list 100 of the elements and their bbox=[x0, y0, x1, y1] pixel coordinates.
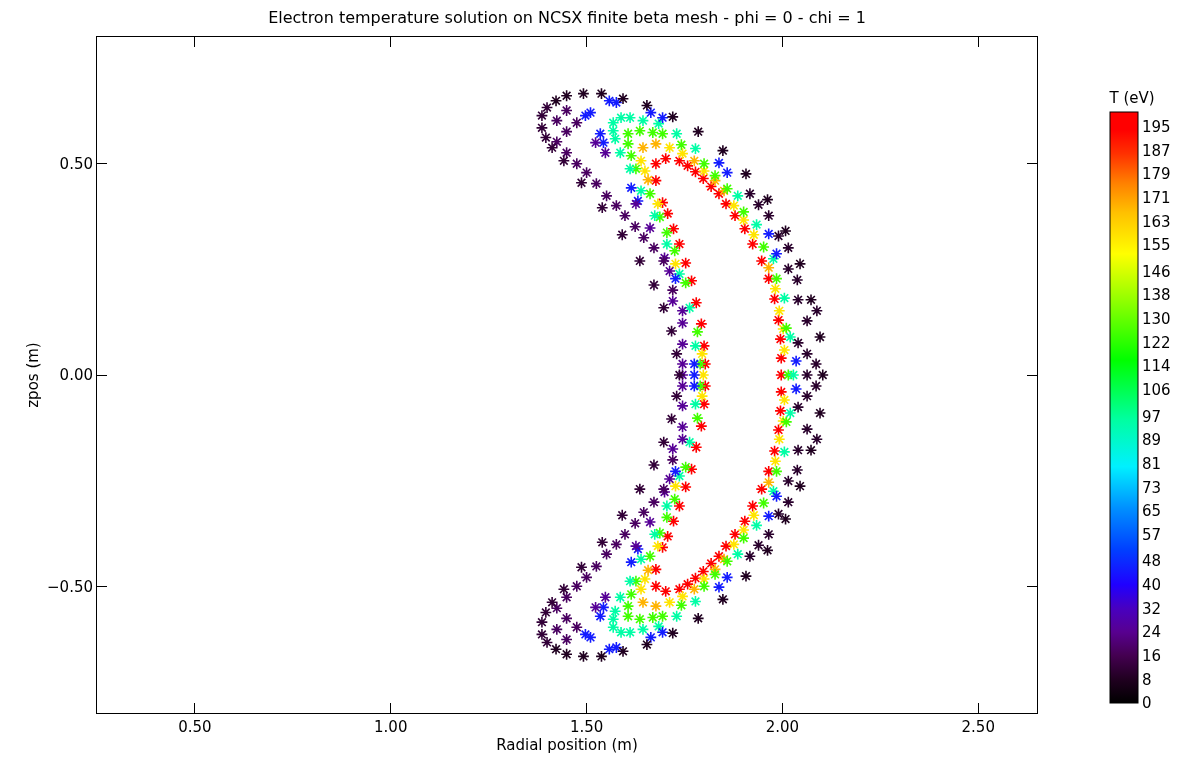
point bbox=[755, 254, 768, 268]
point bbox=[690, 296, 703, 309]
point bbox=[633, 124, 647, 137]
point bbox=[623, 111, 637, 124]
point bbox=[659, 152, 672, 165]
point bbox=[669, 465, 682, 478]
point bbox=[641, 564, 655, 577]
point bbox=[570, 157, 583, 170]
point bbox=[550, 135, 564, 148]
point bbox=[813, 330, 827, 344]
point bbox=[737, 531, 750, 545]
point bbox=[557, 583, 571, 596]
color-bar-label: 179 bbox=[1142, 165, 1171, 184]
point bbox=[651, 197, 665, 211]
point bbox=[695, 347, 709, 361]
point bbox=[673, 469, 686, 483]
point bbox=[618, 528, 632, 541]
point bbox=[580, 166, 593, 179]
point bbox=[665, 412, 678, 426]
point bbox=[628, 220, 642, 233]
point bbox=[670, 347, 683, 361]
point bbox=[634, 553, 648, 566]
point bbox=[616, 509, 629, 522]
point bbox=[762, 272, 775, 285]
point bbox=[560, 612, 573, 625]
point bbox=[679, 480, 692, 494]
point bbox=[727, 199, 741, 212]
point bbox=[666, 442, 679, 456]
point bbox=[628, 517, 642, 530]
point bbox=[590, 177, 603, 190]
point bbox=[535, 121, 549, 135]
point bbox=[660, 237, 674, 251]
point bbox=[791, 273, 804, 287]
point bbox=[772, 423, 785, 437]
point bbox=[688, 368, 701, 382]
point bbox=[669, 272, 682, 285]
point bbox=[670, 389, 683, 403]
point bbox=[666, 110, 679, 124]
point bbox=[663, 596, 676, 609]
point bbox=[649, 580, 663, 593]
point bbox=[594, 610, 607, 623]
point bbox=[779, 224, 792, 238]
point bbox=[787, 368, 800, 382]
point bbox=[789, 354, 803, 368]
point bbox=[791, 400, 805, 414]
point bbox=[580, 571, 593, 584]
point bbox=[634, 154, 648, 167]
point bbox=[728, 209, 742, 222]
point bbox=[669, 257, 682, 271]
point bbox=[712, 187, 726, 200]
point bbox=[743, 550, 757, 563]
point bbox=[747, 509, 761, 522]
point bbox=[676, 399, 689, 413]
point bbox=[762, 209, 775, 222]
point bbox=[761, 544, 774, 557]
point bbox=[746, 499, 759, 513]
point bbox=[767, 252, 780, 266]
point bbox=[557, 154, 571, 167]
point bbox=[747, 228, 761, 241]
point bbox=[778, 393, 791, 407]
point bbox=[656, 626, 669, 639]
point bbox=[649, 157, 663, 170]
point bbox=[697, 565, 710, 578]
point bbox=[637, 506, 650, 519]
point bbox=[577, 650, 590, 663]
point bbox=[621, 599, 635, 613]
point bbox=[800, 314, 814, 328]
point bbox=[625, 149, 638, 162]
point bbox=[804, 293, 818, 306]
point bbox=[660, 499, 674, 513]
point bbox=[697, 397, 711, 411]
point bbox=[607, 613, 620, 626]
point bbox=[691, 325, 704, 339]
point bbox=[599, 591, 612, 604]
point bbox=[789, 382, 803, 396]
point bbox=[660, 226, 674, 239]
point bbox=[804, 444, 818, 457]
point bbox=[570, 621, 583, 634]
point bbox=[757, 496, 770, 510]
point bbox=[738, 514, 752, 528]
point bbox=[731, 189, 744, 203]
point bbox=[646, 611, 659, 624]
point bbox=[560, 591, 573, 604]
point bbox=[685, 463, 698, 476]
point bbox=[660, 511, 674, 524]
point bbox=[666, 294, 679, 308]
point bbox=[666, 453, 679, 467]
point bbox=[595, 650, 608, 663]
point bbox=[643, 515, 657, 529]
point bbox=[608, 604, 622, 618]
color-bar-label: 81 bbox=[1142, 454, 1162, 473]
y-tick-label: 0.00 bbox=[59, 366, 93, 385]
point bbox=[775, 351, 788, 365]
point bbox=[648, 209, 661, 222]
point bbox=[597, 136, 610, 149]
point bbox=[540, 636, 554, 649]
point bbox=[673, 154, 686, 167]
point bbox=[550, 602, 564, 615]
color-bar-label: 130 bbox=[1142, 310, 1171, 329]
point bbox=[778, 343, 791, 357]
